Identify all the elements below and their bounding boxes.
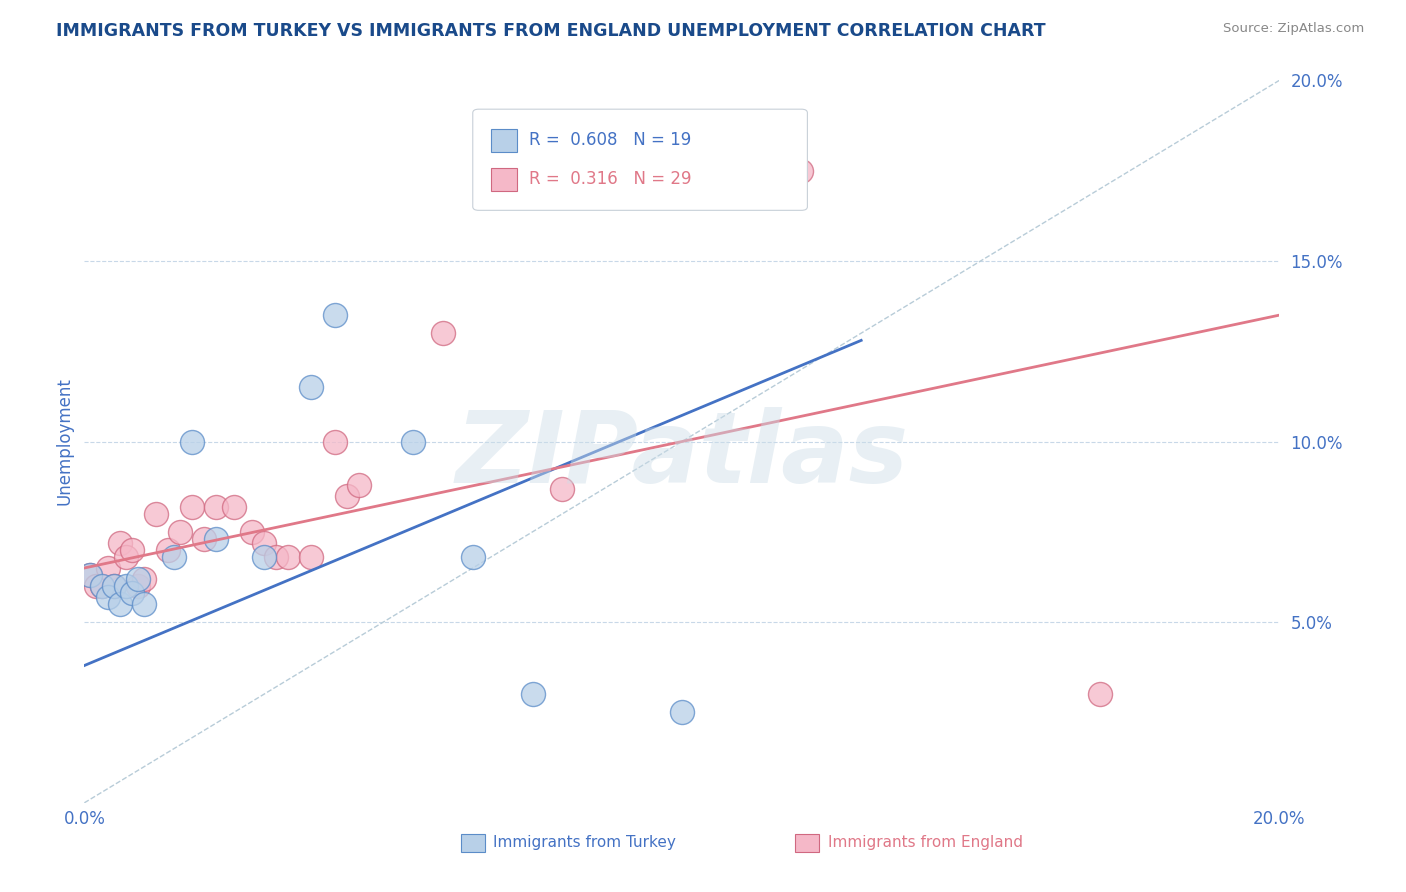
Point <box>91 579 114 593</box>
Point <box>336 489 359 503</box>
Point <box>127 579 149 593</box>
Text: ZIPatlas: ZIPatlas <box>456 408 908 505</box>
Point <box>110 597 132 611</box>
Point <box>169 524 191 539</box>
Point <box>127 572 149 586</box>
Point <box>1090 687 1112 701</box>
Point <box>91 579 114 593</box>
Point <box>157 542 180 557</box>
Point <box>145 507 167 521</box>
Point <box>671 706 693 720</box>
Point <box>79 568 101 582</box>
Point <box>121 542 143 557</box>
Point <box>222 500 245 514</box>
Point <box>240 524 263 539</box>
Point <box>205 500 228 514</box>
FancyBboxPatch shape <box>472 109 807 211</box>
Text: R =  0.608   N = 19: R = 0.608 N = 19 <box>529 131 692 149</box>
Point <box>264 550 287 565</box>
Point <box>253 550 276 565</box>
Point <box>325 434 347 449</box>
Text: Immigrants from England: Immigrants from England <box>828 835 1022 850</box>
Point <box>115 550 138 565</box>
Point <box>115 579 138 593</box>
Text: R =  0.316   N = 29: R = 0.316 N = 29 <box>529 170 692 188</box>
Point <box>103 579 125 593</box>
FancyBboxPatch shape <box>491 168 517 191</box>
Point <box>97 561 120 575</box>
Point <box>181 434 204 449</box>
Point <box>790 163 813 178</box>
Point <box>193 532 215 546</box>
Text: Immigrants from Turkey: Immigrants from Turkey <box>494 835 676 850</box>
Point <box>349 478 371 492</box>
Point <box>132 597 156 611</box>
Point <box>301 380 323 394</box>
Point <box>253 535 276 549</box>
FancyBboxPatch shape <box>491 128 517 152</box>
Point <box>325 308 347 322</box>
Point <box>551 482 574 496</box>
FancyBboxPatch shape <box>796 833 820 852</box>
Text: Source: ZipAtlas.com: Source: ZipAtlas.com <box>1223 22 1364 36</box>
Point <box>86 579 108 593</box>
Point <box>205 532 228 546</box>
Point <box>301 550 323 565</box>
Point <box>402 434 425 449</box>
Point <box>110 535 132 549</box>
Point <box>277 550 299 565</box>
Point <box>97 590 120 604</box>
Point <box>121 586 143 600</box>
Y-axis label: Unemployment: Unemployment <box>55 377 73 506</box>
Point <box>432 326 454 340</box>
Point <box>522 687 544 701</box>
Point <box>163 550 186 565</box>
Text: IMMIGRANTS FROM TURKEY VS IMMIGRANTS FROM ENGLAND UNEMPLOYMENT CORRELATION CHART: IMMIGRANTS FROM TURKEY VS IMMIGRANTS FRO… <box>56 22 1046 40</box>
Point <box>181 500 204 514</box>
Point <box>79 568 101 582</box>
FancyBboxPatch shape <box>461 833 485 852</box>
Point <box>132 572 156 586</box>
Point <box>461 550 484 565</box>
Point <box>103 579 125 593</box>
